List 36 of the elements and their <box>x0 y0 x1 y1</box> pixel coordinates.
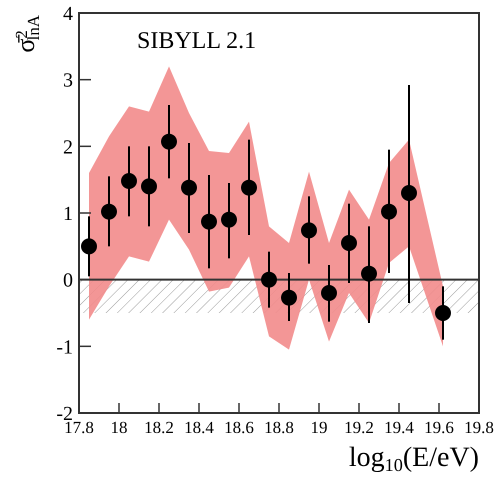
y-tick-label: 0 <box>63 270 73 292</box>
x-tick-label: 19.8 <box>464 418 494 437</box>
point <box>221 212 237 228</box>
x-tick-label: 18.2 <box>144 418 174 437</box>
point <box>261 272 277 288</box>
point <box>341 235 357 251</box>
point <box>201 214 217 230</box>
x-tick-label: 19.4 <box>384 418 414 437</box>
point <box>81 238 97 254</box>
x-tick-label: 18 <box>110 418 128 437</box>
x-tick-label: 18.8 <box>264 418 294 437</box>
y-tick-label: 1 <box>63 203 73 225</box>
x-tick-label: 19 <box>310 418 328 437</box>
point <box>181 180 197 196</box>
point <box>435 305 451 321</box>
x-tick-label: 18.4 <box>184 418 214 437</box>
point <box>301 222 317 238</box>
point <box>101 204 117 220</box>
y-tick-label: 3 <box>63 70 73 92</box>
annotation: SIBYLL 2.1 <box>137 28 256 54</box>
x-tick-label: 18.6 <box>224 418 254 437</box>
point <box>381 204 397 220</box>
point <box>161 134 177 150</box>
x-tick-label: 19.2 <box>344 418 374 437</box>
y-tick-label: 4 <box>63 3 73 25</box>
point <box>281 290 297 306</box>
point <box>321 285 337 301</box>
point <box>121 173 137 189</box>
point <box>401 185 417 201</box>
x-axis-title: log$_{10}$(E/eV) <box>348 442 479 476</box>
point <box>141 178 157 194</box>
x-tick-label: 19.6 <box>424 418 454 437</box>
point <box>241 180 257 196</box>
y-tick-label: 2 <box>63 136 73 158</box>
point <box>361 266 377 282</box>
y-tick-label: -1 <box>56 336 73 358</box>
